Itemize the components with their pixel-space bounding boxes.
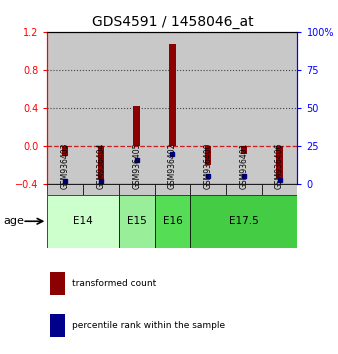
Bar bbox=[50, 314, 65, 337]
Bar bbox=[241, 146, 247, 154]
Bar bbox=[134, 106, 140, 146]
Bar bbox=[50, 272, 65, 295]
Title: GDS4591 / 1458046_at: GDS4591 / 1458046_at bbox=[92, 16, 253, 29]
Bar bbox=[83, 184, 119, 195]
Bar bbox=[190, 195, 297, 248]
Bar bbox=[276, 146, 283, 179]
Text: E15: E15 bbox=[127, 216, 147, 226]
Bar bbox=[190, 32, 226, 184]
Bar bbox=[226, 32, 262, 184]
Bar bbox=[169, 44, 176, 146]
Text: E17.5: E17.5 bbox=[229, 216, 259, 226]
Text: GSM936403: GSM936403 bbox=[61, 142, 70, 189]
Bar bbox=[154, 32, 190, 184]
Bar bbox=[119, 32, 154, 184]
Bar bbox=[154, 184, 190, 195]
Bar bbox=[98, 146, 104, 179]
Bar bbox=[190, 184, 226, 195]
Text: E16: E16 bbox=[163, 216, 182, 226]
Text: E14: E14 bbox=[73, 216, 93, 226]
Bar bbox=[262, 184, 297, 195]
Text: percentile rank within the sample: percentile rank within the sample bbox=[72, 321, 225, 330]
Bar bbox=[47, 32, 83, 184]
Bar bbox=[47, 184, 83, 195]
Bar bbox=[119, 184, 154, 195]
Bar bbox=[47, 195, 119, 248]
Bar bbox=[83, 32, 119, 184]
Text: GSM936401: GSM936401 bbox=[239, 142, 248, 189]
Text: GSM936400: GSM936400 bbox=[203, 142, 213, 189]
Bar bbox=[119, 195, 154, 248]
Text: age: age bbox=[3, 216, 24, 226]
Text: GSM936405: GSM936405 bbox=[132, 142, 141, 189]
Text: transformed count: transformed count bbox=[72, 279, 156, 288]
Text: GSM936404: GSM936404 bbox=[96, 142, 105, 189]
Bar bbox=[262, 32, 297, 184]
Text: GSM936402: GSM936402 bbox=[168, 142, 177, 189]
Bar bbox=[154, 195, 190, 248]
Bar bbox=[62, 146, 68, 155]
Bar bbox=[226, 184, 262, 195]
Text: GSM936406: GSM936406 bbox=[275, 142, 284, 189]
Bar bbox=[205, 146, 211, 165]
